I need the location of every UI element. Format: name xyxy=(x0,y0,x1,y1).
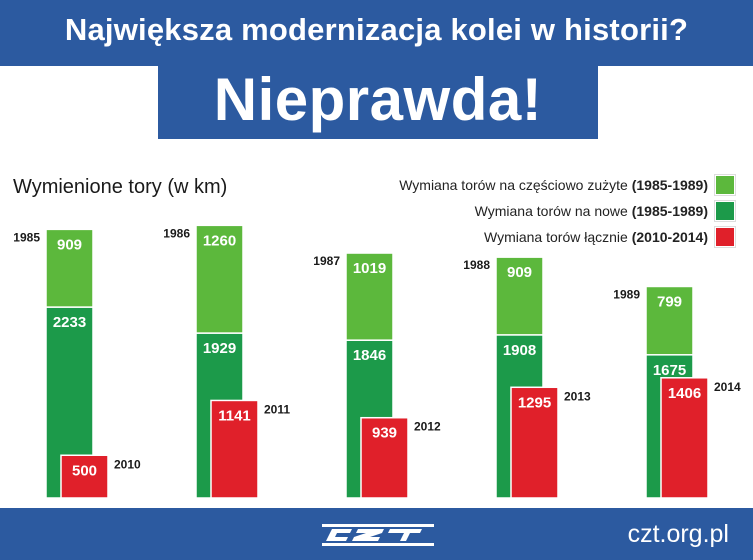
legend-label: Wymiana torów na nowe (1985-1989) xyxy=(474,203,708,219)
header-bar: Największa modernizacja kolei w historii… xyxy=(0,0,753,66)
data-label-new: 1908 xyxy=(503,342,536,359)
legend-swatch xyxy=(714,200,736,222)
bar-total-2011 xyxy=(210,399,259,499)
data-label-partial: 799 xyxy=(657,293,682,310)
data-label-new: 1929 xyxy=(203,340,236,357)
data-label-total: 1141 xyxy=(218,407,251,424)
year-label-comparison: 2014 xyxy=(714,380,741,394)
legend-label: Wymiana torów łącznie (2010-2014) xyxy=(484,229,708,245)
site-url: czt.org.pl xyxy=(627,520,729,548)
banner: Nieprawda! xyxy=(158,64,598,139)
year-label-comparison: 2012 xyxy=(414,420,441,434)
legend-swatch xyxy=(714,226,736,248)
year-label-comparison: 2013 xyxy=(564,389,591,403)
headline: Największa modernizacja kolei w historii… xyxy=(64,12,689,47)
year-label-comparison: 2011 xyxy=(264,402,290,416)
bar-partial-1985 xyxy=(45,228,94,308)
data-label-new: 2233 xyxy=(53,314,86,331)
year-label-stacked: 1989 xyxy=(613,287,640,301)
year-label-stacked: 1987 xyxy=(313,254,340,268)
bar-partial-1989 xyxy=(645,285,694,356)
data-label-total: 1295 xyxy=(518,394,551,411)
banner-text: Nieprawda! xyxy=(213,66,543,133)
legend-item-new: Wymiana torów na nowe (1985-1989) xyxy=(399,198,736,224)
data-label-total: 1406 xyxy=(668,385,701,402)
data-label-partial: 1260 xyxy=(203,232,236,249)
data-label-total: 939 xyxy=(372,425,397,442)
czt-logo-icon xyxy=(322,524,434,546)
bar-partial-1986 xyxy=(195,224,244,334)
bar-partial-1988 xyxy=(495,256,544,336)
data-label-total: 500 xyxy=(72,462,97,479)
footer-bar: czt.org.pl xyxy=(0,508,753,560)
year-label-stacked: 1988 xyxy=(463,258,490,272)
chart-title: Wymienione tory (w km) xyxy=(13,176,228,198)
legend-swatch xyxy=(714,174,736,196)
data-label-partial: 1019 xyxy=(353,260,386,277)
bar-total-2010 xyxy=(60,454,109,499)
legend-label: Wymiana torów na częściowo zużyte (1985-… xyxy=(399,177,708,193)
year-label-stacked: 1985 xyxy=(13,230,40,244)
year-label-stacked: 1986 xyxy=(163,226,190,240)
bar-partial-1987 xyxy=(345,252,394,341)
data-label-partial: 909 xyxy=(507,264,532,281)
year-label-comparison: 2010 xyxy=(114,457,141,471)
bar-total-2014 xyxy=(660,377,709,499)
chart-legend: Wymiana torów na częściowo zużyte (1985-… xyxy=(399,172,736,250)
data-label-new: 1675 xyxy=(653,362,686,379)
bar-total-2012 xyxy=(360,416,409,499)
data-label-new: 1846 xyxy=(353,347,386,364)
legend-item-total: Wymiana torów łącznie (2010-2014) xyxy=(399,224,736,250)
legend-item-partial-wear: Wymiana torów na częściowo zużyte (1985-… xyxy=(399,172,736,198)
data-label-partial: 909 xyxy=(57,236,82,253)
bar-total-2013 xyxy=(510,386,559,499)
